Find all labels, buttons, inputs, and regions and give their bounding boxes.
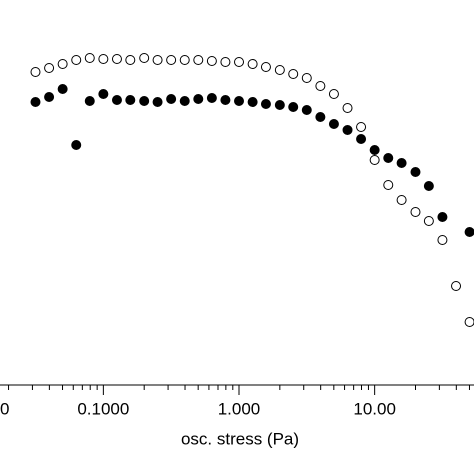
point	[342, 103, 353, 113]
point	[423, 216, 434, 226]
point	[152, 55, 163, 65]
point	[369, 155, 380, 165]
point	[396, 195, 407, 205]
point	[356, 122, 367, 132]
point	[247, 59, 258, 69]
point	[57, 84, 68, 94]
point	[125, 95, 136, 105]
x-tick-label: 0.1000	[77, 399, 129, 418]
point	[84, 53, 95, 63]
point	[98, 54, 109, 64]
point	[356, 134, 367, 144]
point	[451, 281, 462, 291]
point	[260, 99, 271, 109]
point	[410, 167, 421, 177]
point	[125, 55, 136, 65]
point	[234, 96, 245, 106]
point	[139, 53, 150, 63]
point	[301, 73, 312, 83]
point	[437, 212, 448, 222]
point	[288, 102, 299, 112]
point	[152, 97, 163, 107]
point	[30, 97, 41, 107]
point	[260, 62, 271, 72]
point	[166, 55, 177, 65]
point	[179, 55, 190, 65]
point	[315, 112, 326, 122]
point	[71, 55, 82, 65]
point	[57, 59, 68, 69]
x-tick-label: 0	[0, 399, 9, 418]
x-axis-label: osc. stress (Pa)	[181, 429, 299, 448]
point	[274, 100, 285, 110]
point	[274, 65, 285, 75]
point	[410, 207, 421, 217]
point	[193, 55, 204, 65]
point	[206, 93, 217, 103]
point	[328, 89, 339, 99]
point	[30, 67, 41, 77]
point	[423, 181, 434, 191]
point	[111, 95, 122, 105]
point	[234, 57, 245, 67]
point	[220, 57, 231, 67]
point	[464, 317, 474, 327]
point	[396, 158, 407, 168]
point	[71, 140, 82, 150]
point	[342, 125, 353, 135]
point	[437, 235, 448, 245]
x-tick-label: 1.000	[218, 399, 261, 418]
point	[369, 145, 380, 155]
point	[383, 153, 394, 163]
point	[84, 96, 95, 106]
point	[206, 56, 217, 66]
point	[179, 96, 190, 106]
point	[301, 105, 312, 115]
point	[139, 96, 150, 106]
point	[193, 94, 204, 104]
point	[111, 54, 122, 64]
point	[464, 227, 474, 237]
point	[220, 95, 231, 105]
point	[166, 94, 177, 104]
point	[247, 97, 258, 107]
point	[98, 89, 109, 99]
point	[383, 180, 394, 190]
point	[288, 69, 299, 79]
point	[44, 63, 55, 73]
x-tick-label: 10.00	[353, 399, 396, 418]
point	[44, 92, 55, 102]
point	[328, 119, 339, 129]
point	[315, 81, 326, 91]
